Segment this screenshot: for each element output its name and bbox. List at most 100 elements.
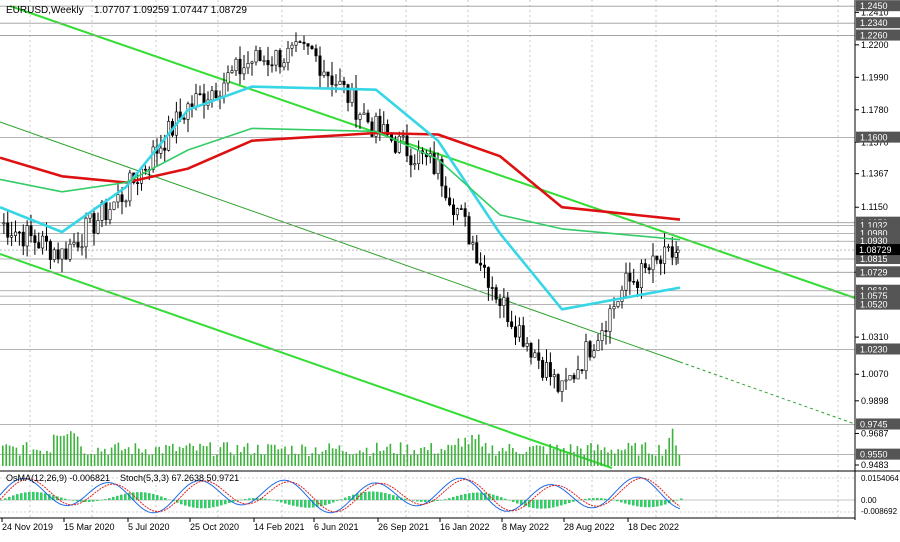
osma-bar [648, 500, 651, 508]
candle-body [374, 115, 378, 137]
time-axis[interactable]: 24 Nov 2019 15 Mar 2020 5 Jul 2020 25 Oct 2… [0, 517, 855, 532]
osma-bar [444, 499, 447, 500]
osma-bar [196, 500, 199, 509]
osma-bar [416, 500, 419, 502]
candle-body [529, 342, 533, 358]
candle-body [506, 297, 510, 323]
candle-body [659, 259, 663, 264]
volume-bar [158, 446, 160, 466]
osma-bar [664, 500, 667, 505]
candle-body [576, 369, 580, 380]
candle-body [2, 222, 6, 225]
candle-body [262, 60, 266, 62]
osma-bar [124, 493, 127, 500]
osma-bar [456, 495, 459, 500]
volume-bar [539, 445, 541, 466]
volume-bar [586, 445, 589, 466]
osma-bar [228, 500, 231, 504]
volume-bar [624, 449, 626, 466]
volume-bar [648, 453, 650, 466]
volume-bar [294, 453, 296, 466]
level-label-box [856, 29, 900, 41]
volume-bar [114, 444, 116, 466]
candle-body [290, 44, 294, 49]
level-label-text: 1.0520 [860, 300, 888, 310]
volume-bar [66, 434, 69, 466]
volume-bar [277, 449, 279, 466]
volume-bar [651, 454, 653, 466]
volume-bar [566, 453, 568, 466]
osma-bar [612, 500, 615, 501]
candle-body [612, 306, 616, 310]
symbol-label: EURUSD,Weekly [6, 5, 84, 16]
osma-bar [556, 500, 559, 507]
candle-body [306, 43, 310, 47]
volume-bar [39, 450, 41, 466]
candle-body [318, 55, 322, 76]
volume-bar [355, 453, 358, 466]
candle-body [608, 308, 612, 332]
volume-bar [134, 443, 137, 466]
candle-body [346, 84, 350, 103]
horizontal-levels [0, 5, 855, 456]
volume-bar [155, 447, 157, 466]
volume-bar [36, 449, 38, 466]
candle-body [124, 200, 128, 203]
volume-bar [406, 444, 409, 466]
time-label: 14 Feb 2021 [254, 522, 305, 532]
price-tick-label: 1.0070 [861, 369, 889, 379]
osma-bar [680, 498, 683, 500]
candle-body [475, 242, 479, 264]
volume-bar [365, 447, 368, 466]
level-label-text: 1.0930 [860, 236, 888, 246]
candle-body [517, 325, 521, 338]
volume-bar [90, 453, 92, 466]
volume-bar [212, 455, 215, 466]
price-tick-label: 1.2200 [861, 40, 889, 50]
candle-body [52, 249, 56, 260]
candle-body [194, 93, 198, 107]
volume-bar [474, 439, 477, 466]
level-label-box [856, 131, 900, 143]
time-label: 16 Jan 2022 [440, 522, 490, 532]
volume-bar [508, 443, 511, 466]
osma-bar [84, 500, 87, 502]
volume-bar [665, 449, 667, 466]
osma-bar [148, 493, 151, 500]
osma-bar [636, 500, 639, 507]
candle-body [455, 208, 459, 216]
volume-bar [369, 455, 371, 466]
candle-body [29, 225, 33, 236]
osma-bar [576, 500, 579, 501]
volume-bar [433, 453, 436, 466]
osma-bar [156, 495, 159, 500]
volume-bar [416, 454, 419, 466]
candle-body [143, 168, 147, 171]
volume-bar [165, 444, 167, 466]
osma-bar [264, 498, 267, 500]
volume-bar [257, 444, 259, 466]
candle-body [548, 362, 552, 378]
volume-bar [182, 447, 184, 466]
volume-bar [668, 437, 670, 466]
channel-mid-line [0, 121, 681, 363]
candle-body [651, 255, 655, 271]
level-label-box [856, 266, 900, 278]
volume-bar [348, 454, 351, 466]
level-label-text: 1.2340 [860, 18, 888, 28]
osma-bar [452, 497, 455, 500]
candle-body [486, 267, 490, 288]
osma-bar [396, 496, 399, 500]
candle-body [674, 252, 678, 258]
price-axis[interactable]: 1.24101.22001.19901.17801.15701.13671.11… [854, 0, 900, 520]
osma-bar [480, 492, 483, 500]
osma-bar [608, 499, 611, 500]
osma-bar [464, 493, 467, 500]
candle-body [494, 287, 498, 300]
volume-bar [549, 444, 551, 466]
candle-body [647, 267, 651, 271]
osma-bar [640, 500, 643, 507]
osma-bar [0, 500, 3, 501]
